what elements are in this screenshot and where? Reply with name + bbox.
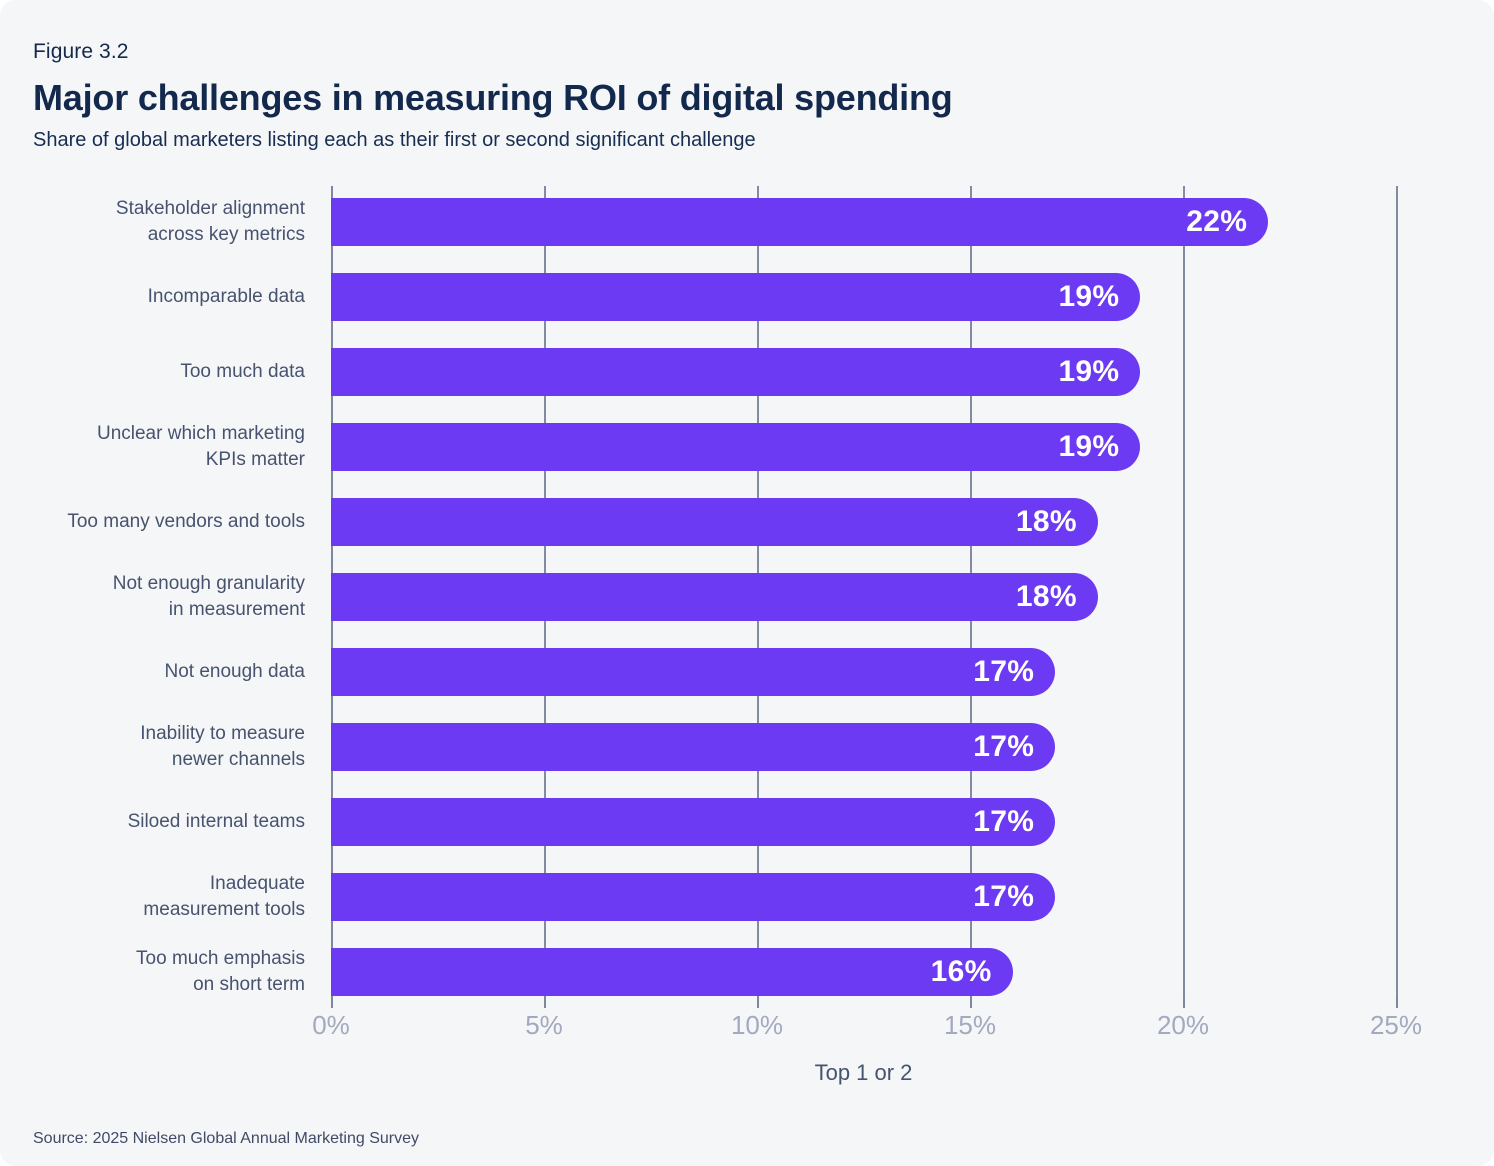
category-label: Unclear which marketing KPIs matter xyxy=(33,423,331,471)
page-title: Major challenges in measuring ROI of dig… xyxy=(33,77,953,118)
category-label-line: Stakeholder alignment xyxy=(115,198,305,219)
bar-track: 17% xyxy=(331,798,1461,846)
chart-row: Unclear which marketing KPIs matter 19% xyxy=(33,423,1461,471)
category-label-line: on short term xyxy=(193,974,305,995)
bar-value-label: 16% xyxy=(930,955,992,988)
category-label-line: Inadequate xyxy=(209,873,305,894)
figure-label: Figure 3.2 xyxy=(33,40,129,63)
category-label-line: Not enough granularity xyxy=(112,573,305,594)
category-label-line: Too many vendors and tools xyxy=(67,511,305,532)
x-tick-label: 20% xyxy=(1156,1010,1210,1040)
bar-value-label: 19% xyxy=(1058,280,1120,313)
bar-value-label: 17% xyxy=(973,655,1035,688)
bar: 22% xyxy=(331,198,1269,246)
category-label-line: Too much emphasis xyxy=(136,948,305,969)
bar-value-label: 18% xyxy=(1015,505,1077,538)
bar: 17% xyxy=(331,873,1056,921)
category-label: Inability to measure newer channels xyxy=(33,723,331,771)
bar-value-label: 19% xyxy=(1058,430,1120,463)
category-label: Too much emphasis on short term xyxy=(33,948,331,996)
bar-track: 18% xyxy=(331,573,1461,621)
category-label: Too much data xyxy=(33,348,331,396)
gridline xyxy=(1396,186,1398,996)
bar-track: 22% xyxy=(331,198,1461,246)
bar-track: 18% xyxy=(331,498,1461,546)
page-subtitle: Share of global marketers listing each a… xyxy=(33,129,756,151)
x-tick-label: 0% xyxy=(312,1010,350,1040)
axis-tick xyxy=(1396,996,1398,1008)
category-label-line: Not enough data xyxy=(164,661,305,682)
chart-row: Too much emphasis on short term 16% xyxy=(33,948,1461,996)
x-tick-label: 15% xyxy=(943,1010,997,1040)
chart-rows: Stakeholder alignment across key metrics 2… xyxy=(33,186,1461,996)
axis-ticks-row xyxy=(331,996,1461,1008)
bar-value-label: 22% xyxy=(1186,205,1248,238)
category-label: Stakeholder alignment across key metrics xyxy=(33,198,331,246)
category-label-line: newer channels xyxy=(171,749,305,770)
category-label-line: Incomparable data xyxy=(147,286,305,307)
x-tick-label: 5% xyxy=(525,1010,563,1040)
category-label: Not enough granularity in measurement xyxy=(33,573,331,621)
category-label-line: Unclear which marketing xyxy=(96,423,305,444)
x-axis-label: Top 1 or 2 xyxy=(814,1060,913,1085)
category-label: Siloed internal teams xyxy=(33,798,331,846)
axis-tick xyxy=(1183,996,1185,1008)
bar-value-label: 19% xyxy=(1058,355,1120,388)
bar: 17% xyxy=(331,723,1056,771)
category-label-line: across key metrics xyxy=(147,224,305,245)
bar-track: 19% xyxy=(331,348,1461,396)
category-label: Not enough data xyxy=(33,648,331,696)
chart-row: Stakeholder alignment across key metrics 2… xyxy=(33,198,1461,246)
bar: 17% xyxy=(331,798,1056,846)
bar-track: 17% xyxy=(331,873,1461,921)
x-tick-label: 10% xyxy=(730,1010,784,1040)
category-label-line: Too much data xyxy=(180,361,305,382)
bar-track: 16% xyxy=(331,948,1461,996)
chart-row: Too many vendors and tools 18% xyxy=(33,498,1461,546)
axis-tick xyxy=(757,996,759,1008)
category-label: Incomparable data xyxy=(33,273,331,321)
bar-value-label: 18% xyxy=(1015,580,1077,613)
bar-track: 19% xyxy=(331,423,1461,471)
bar: 16% xyxy=(331,948,1013,996)
category-label-line: KPIs matter xyxy=(205,449,305,470)
chart-row: Inadequate measurement tools 17% xyxy=(33,873,1461,921)
category-label-line: measurement tools xyxy=(143,899,305,920)
x-tick-labels: 0% 5% 10% 15% 20% 25% xyxy=(312,1010,1461,1044)
category-label: Inadequate measurement tools xyxy=(33,873,331,921)
chart-row: Inability to measure newer channels 17% xyxy=(33,723,1461,771)
bar-track: 17% xyxy=(331,723,1461,771)
bar-value-label: 17% xyxy=(973,805,1035,838)
bar: 19% xyxy=(331,273,1141,321)
chart-row: Too much data 19% xyxy=(33,348,1461,396)
axis-tick xyxy=(331,996,333,1008)
category-label-line: in measurement xyxy=(168,599,305,620)
category-label: Too many vendors and tools xyxy=(33,498,331,546)
category-label-line: Siloed internal teams xyxy=(127,811,305,832)
bar: 19% xyxy=(331,423,1141,471)
x-tick-label: 25% xyxy=(1369,1010,1423,1040)
bar: 18% xyxy=(331,498,1098,546)
bar: 19% xyxy=(331,348,1141,396)
chart-row: Not enough data 17% xyxy=(33,648,1461,696)
bar: 18% xyxy=(331,573,1098,621)
bar-value-label: 17% xyxy=(973,730,1035,763)
chart-row: Siloed internal teams 17% xyxy=(33,798,1461,846)
category-label-line: Inability to measure xyxy=(140,723,305,744)
chart-row: Incomparable data 19% xyxy=(33,273,1461,321)
axis-tick xyxy=(544,996,546,1008)
bar: 17% xyxy=(331,648,1056,696)
gridline xyxy=(1183,186,1185,996)
bar-value-label: 17% xyxy=(973,880,1035,913)
source-note: Source: 2025 Nielsen Global Annual Marke… xyxy=(33,1130,419,1147)
bar-chart: Stakeholder alignment across key metrics 2… xyxy=(33,186,1461,1086)
bar-track: 19% xyxy=(331,273,1461,321)
axis-tick xyxy=(970,996,972,1008)
chart-row: Not enough granularity in measurement 18% xyxy=(33,573,1461,621)
bar-track: 17% xyxy=(331,648,1461,696)
